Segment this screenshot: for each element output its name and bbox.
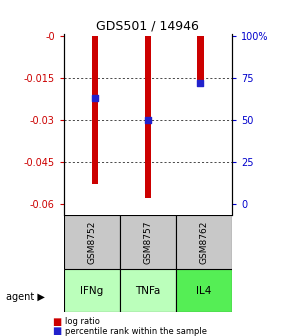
Text: ■: ■: [52, 326, 61, 336]
Bar: [176, 215, 232, 269]
Bar: [64, 215, 120, 269]
Bar: [64, 269, 120, 312]
Text: TNFa: TNFa: [135, 286, 161, 296]
Text: ■: ■: [52, 317, 61, 327]
Bar: [120, 269, 176, 312]
Bar: [197, 36, 204, 87]
Text: percentile rank within the sample: percentile rank within the sample: [65, 327, 207, 336]
Text: IFNg: IFNg: [80, 286, 104, 296]
Text: GSM8762: GSM8762: [200, 220, 209, 264]
Text: GSM8757: GSM8757: [143, 220, 153, 264]
Point: [198, 81, 203, 86]
Text: log ratio: log ratio: [65, 318, 100, 326]
Bar: [92, 36, 99, 184]
Bar: [120, 215, 176, 269]
Text: agent ▶: agent ▶: [6, 292, 45, 302]
Point: [93, 96, 98, 101]
Text: IL4: IL4: [196, 286, 212, 296]
Point: [146, 118, 150, 123]
Text: GSM8752: GSM8752: [87, 220, 96, 264]
Bar: [145, 36, 151, 198]
Bar: [176, 269, 232, 312]
Title: GDS501 / 14946: GDS501 / 14946: [97, 19, 199, 33]
